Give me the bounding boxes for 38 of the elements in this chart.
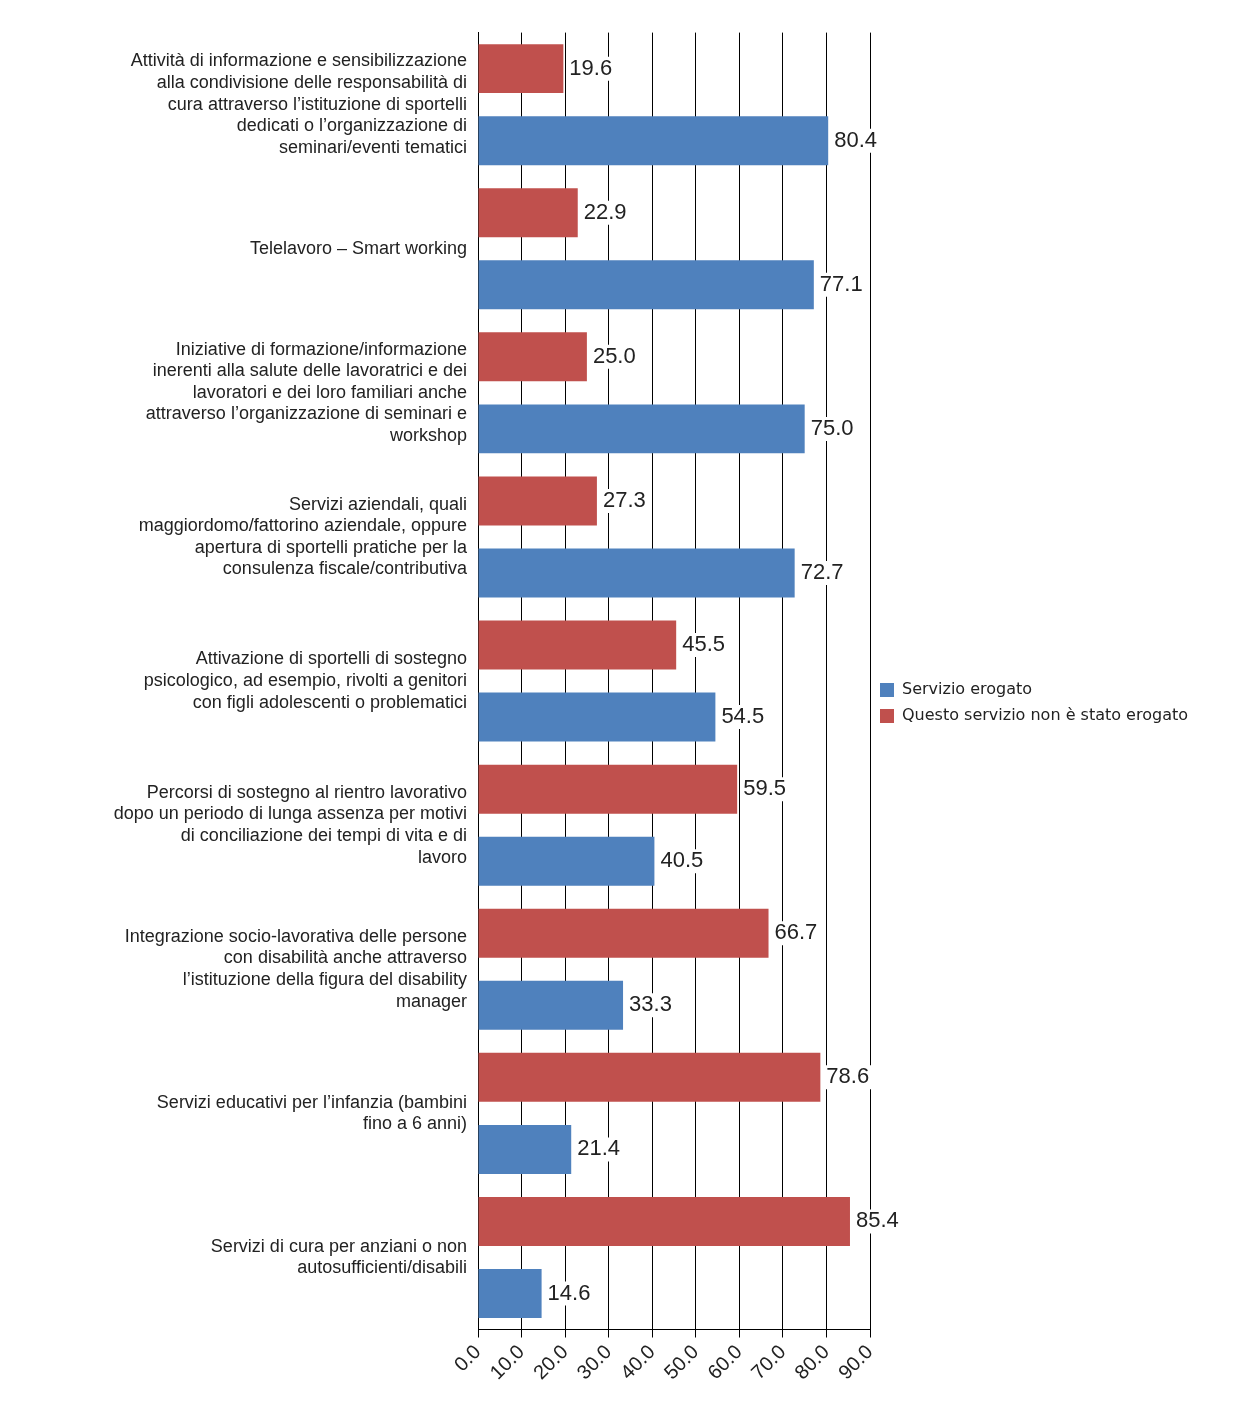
data-label: 27.3: [602, 486, 646, 512]
x-tick-label: 30.0: [572, 1340, 616, 1384]
legend-label: Questo servizio non è stato erogato: [902, 705, 1188, 725]
data-label: 85.4: [855, 1207, 899, 1233]
y-tick-label: Iniziative di formazione/informazione inerenti alla salute delle lavoratrici e dei lavoratori e dei loro familiari anche attraverso l’organizzazione di seminari e workshop: [145, 338, 467, 446]
data-label: 59.5: [743, 775, 786, 801]
y-tick-label: Telelavoro – Smart working: [249, 237, 467, 258]
y-tick-label: Attività di informazione e sensibilizzazione alla condivisione delle responsabilità di cura attraverso l’istituzione di sportelli dedicati o l’organizzazione di seminari/eventi tematici: [130, 50, 467, 157]
data-label: 45.5: [682, 631, 726, 657]
y-tick-label: Servizi di cura per anziani o non autosufficienti/disabili: [210, 1235, 467, 1278]
legend-label: Servizio erogato: [902, 679, 1033, 699]
data-label: 22.9: [583, 198, 627, 224]
y-tick-label: Integrazione socio-lavorativa delle persone con disabilità anche attraverso l’istituzione della figura del disability manager: [124, 925, 467, 1011]
x-tick-label: 60.0: [702, 1340, 747, 1384]
data-label: 40.5: [660, 847, 704, 873]
data-label: 21.4: [577, 1135, 621, 1161]
data-label: 54.5: [721, 703, 765, 729]
data-label: 80.4: [834, 126, 878, 152]
x-tick-label: 10.0: [485, 1340, 529, 1384]
y-tick-label: Attivazione di sportelli di sostegno psicologico, ad esempio, rivolti a genitori con figli adolescenti o problematici: [143, 648, 467, 712]
x-tick-label: 90.0: [833, 1340, 877, 1384]
data-label: 19.6: [569, 54, 613, 80]
data-label: 33.3: [629, 991, 672, 1017]
data-label: 72.7: [800, 559, 844, 585]
x-tick-label: 80.0: [790, 1340, 834, 1384]
x-tick-label: 40.0: [615, 1340, 659, 1384]
x-tick-label: 0.0: [449, 1340, 485, 1376]
data-label: 66.7: [774, 919, 818, 945]
y-tick-label: Servizi aziendali, quali maggiordomo/fattorino aziendale, oppure apertura di sportelli pratiche per la consulenza fiscale/contributiva: [138, 493, 468, 579]
x-tick-label: 70.0: [746, 1340, 790, 1384]
data-label: 77.1: [819, 270, 863, 296]
y-tick-label: Servizi educativi per l’infanzia (bambini fino a 6 anni): [156, 1091, 467, 1134]
data-label: 78.6: [826, 1063, 870, 1089]
x-tick-label: 50.0: [659, 1340, 703, 1384]
data-label: 14.6: [547, 1279, 591, 1305]
data-label: 25.0: [592, 342, 636, 368]
y-tick-label: Percorsi di sostegno al rientro lavorativo dopo un periodo di lunga assenza per motivi di conciliazione dei tempi di vita e di lavoro: [113, 781, 467, 867]
data-label: 75.0: [810, 414, 854, 440]
